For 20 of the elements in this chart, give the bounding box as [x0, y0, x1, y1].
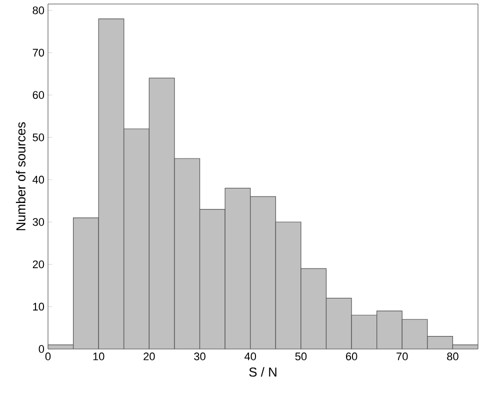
x-tick-label: 70 — [396, 352, 408, 360]
y-tick-label: 20 — [32, 260, 44, 268]
x-axis-title: S / N — [249, 367, 276, 377]
x-tick-label: 60 — [346, 352, 358, 360]
y-tick-label: 50 — [32, 133, 44, 142]
y-tick-label: 70 — [32, 48, 44, 57]
x-tick-label: 30 — [194, 352, 206, 360]
x-tick-label: 20 — [144, 352, 155, 360]
y-tick-label: 40 — [32, 176, 44, 184]
y-tick-label: 80 — [32, 6, 44, 14]
x-tick-label: 40 — [244, 352, 256, 360]
y-axis-title: Number of sources — [16, 122, 26, 230]
y-tick-label: 10 — [33, 302, 44, 311]
x-tick-label: 80 — [447, 352, 458, 360]
x-tick-label: 0 — [45, 352, 51, 360]
x-tick-label: 10 — [93, 352, 104, 360]
y-tick-label: 60 — [32, 91, 44, 99]
y-tick-label: 0 — [38, 345, 44, 353]
y-tick-label: 30 — [32, 218, 44, 226]
x-tick-label: 50 — [295, 352, 307, 360]
